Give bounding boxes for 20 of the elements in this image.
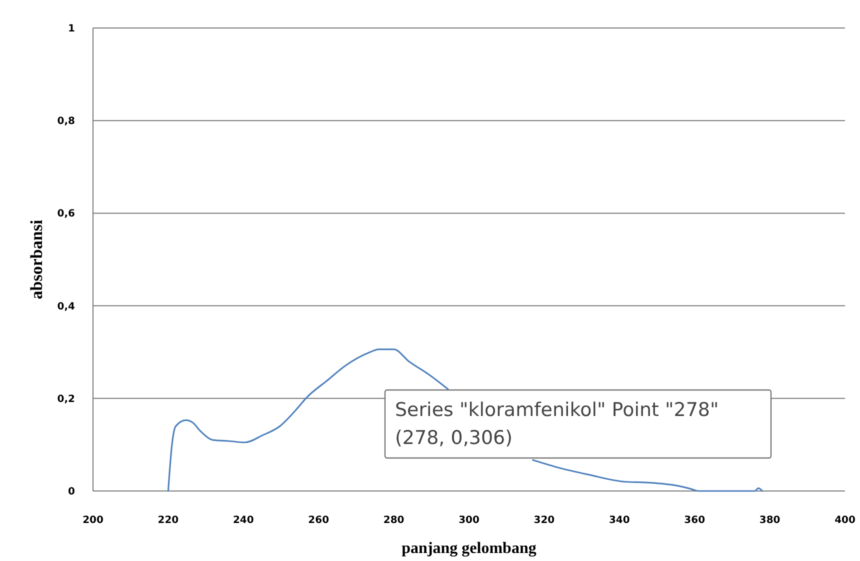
x-tick-label: 340 <box>608 515 630 526</box>
x-tick-label: 360 <box>684 515 706 526</box>
x-tick-label: 200 <box>82 515 104 526</box>
y-tick-label: 0,4 <box>57 301 76 312</box>
y-tick-label: 1 <box>68 24 76 34</box>
x-tick-label: 260 <box>308 515 330 526</box>
x-tick-label: 400 <box>834 515 856 526</box>
y-tick-label: 0 <box>68 486 76 498</box>
y-tick-label: 0,6 <box>57 208 76 220</box>
x-tick-label: 240 <box>232 515 254 526</box>
x-axis-title: panjang gelombang <box>402 540 536 557</box>
y-tick-label: 0,8 <box>57 116 76 128</box>
x-tick-label: 320 <box>534 515 555 526</box>
x-tick-label: 220 <box>158 515 179 526</box>
x-tick-label: 380 <box>759 515 780 526</box>
x-tick-label: 280 <box>383 515 404 526</box>
annotation: Series "kloramfenikol" Point "278" (278, 0,306) <box>395 399 719 449</box>
x-tick-label: 300 <box>458 515 480 526</box>
y-axis-title: absorbansi <box>27 220 46 300</box>
y-tick-label: 0,2 <box>57 394 76 405</box>
